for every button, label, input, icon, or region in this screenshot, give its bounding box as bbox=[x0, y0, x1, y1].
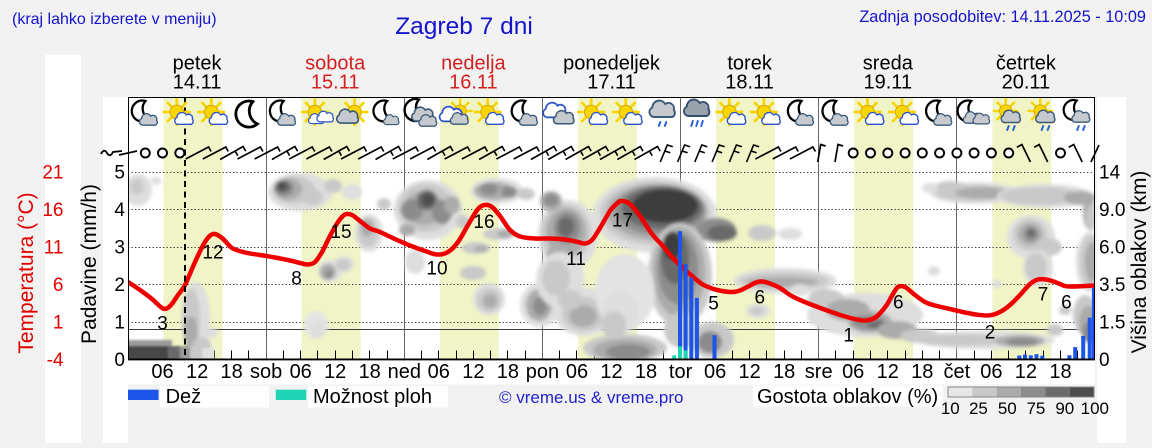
svg-text:Zagreb 7 dni: Zagreb 7 dni bbox=[395, 13, 533, 40]
svg-text:18: 18 bbox=[1049, 361, 1071, 383]
svg-text:16.11: 16.11 bbox=[449, 72, 498, 94]
svg-text:90: 90 bbox=[1055, 399, 1074, 418]
svg-text:petek: petek bbox=[173, 53, 223, 75]
svg-text:3.5: 3.5 bbox=[1099, 275, 1125, 296]
svg-text:Gostota oblakov (%): Gostota oblakov (%) bbox=[757, 386, 938, 408]
svg-text:06: 06 bbox=[428, 361, 450, 383]
svg-text:6.0: 6.0 bbox=[1099, 238, 1125, 259]
svg-text:12: 12 bbox=[738, 361, 760, 383]
svg-text:12: 12 bbox=[877, 361, 899, 383]
svg-text:pon: pon bbox=[526, 361, 559, 383]
svg-text:12: 12 bbox=[186, 361, 208, 383]
svg-text:25: 25 bbox=[969, 399, 988, 418]
svg-text:9.0: 9.0 bbox=[1099, 200, 1125, 221]
svg-text:6: 6 bbox=[755, 288, 766, 309]
svg-text:100: 100 bbox=[1081, 399, 1109, 418]
svg-text:3: 3 bbox=[157, 314, 168, 335]
svg-text:12: 12 bbox=[324, 361, 346, 383]
svg-text:17: 17 bbox=[612, 210, 633, 231]
svg-text:2: 2 bbox=[114, 275, 125, 296]
svg-text:12: 12 bbox=[600, 361, 622, 383]
svg-text:Možnost ploh: Možnost ploh bbox=[313, 386, 432, 408]
svg-text:čet: čet bbox=[944, 361, 971, 383]
svg-text:06: 06 bbox=[842, 361, 864, 383]
svg-text:Dež: Dež bbox=[166, 386, 202, 408]
svg-text:8: 8 bbox=[291, 269, 302, 290]
svg-text:06: 06 bbox=[290, 361, 312, 383]
svg-text:6: 6 bbox=[53, 275, 64, 296]
svg-text:5: 5 bbox=[708, 294, 719, 315]
svg-text:1: 1 bbox=[114, 313, 125, 334]
svg-text:18: 18 bbox=[635, 361, 657, 383]
svg-text:06: 06 bbox=[980, 361, 1002, 383]
svg-text:18: 18 bbox=[773, 361, 795, 383]
svg-text:15: 15 bbox=[330, 222, 351, 243]
svg-text:18: 18 bbox=[497, 361, 519, 383]
svg-text:sob: sob bbox=[250, 361, 282, 383]
svg-text:Padavine (mm/h): Padavine (mm/h) bbox=[78, 184, 101, 344]
svg-text:sreda: sreda bbox=[863, 53, 914, 75]
svg-text:06: 06 bbox=[704, 361, 726, 383]
svg-text:15.11: 15.11 bbox=[311, 72, 360, 94]
svg-text:1.5: 1.5 bbox=[1099, 313, 1125, 334]
svg-text:19.11: 19.11 bbox=[864, 72, 913, 94]
svg-text:1: 1 bbox=[843, 326, 854, 347]
svg-text:sre: sre bbox=[805, 361, 833, 383]
svg-text:ponedeljek: ponedeljek bbox=[563, 53, 661, 75]
svg-text:Višina oblakov (km): Višina oblakov (km) bbox=[1128, 171, 1151, 354]
svg-text:12: 12 bbox=[1015, 361, 1037, 383]
svg-text:6: 6 bbox=[1061, 292, 1072, 313]
svg-text:Zadnja posodobitev: 14.11.2025: Zadnja posodobitev: 14.11.2025 - 10:09 bbox=[859, 8, 1146, 26]
svg-text:10: 10 bbox=[426, 259, 447, 280]
svg-text:sobota: sobota bbox=[305, 53, 366, 75]
svg-text:18.11: 18.11 bbox=[725, 72, 774, 94]
svg-text:17.11: 17.11 bbox=[587, 72, 636, 94]
svg-text:11: 11 bbox=[44, 238, 64, 259]
svg-text:75: 75 bbox=[1026, 399, 1045, 418]
svg-text:0: 0 bbox=[114, 350, 125, 371]
svg-text:06: 06 bbox=[566, 361, 588, 383]
svg-text:0: 0 bbox=[1099, 350, 1110, 371]
svg-text:21: 21 bbox=[42, 163, 63, 184]
svg-text:7: 7 bbox=[1038, 285, 1049, 306]
svg-text:© vreme.us & vreme.pro: © vreme.us & vreme.pro bbox=[499, 388, 683, 407]
svg-text:četrtek: četrtek bbox=[996, 53, 1057, 75]
svg-text:6: 6 bbox=[893, 292, 904, 313]
svg-text:12: 12 bbox=[462, 361, 484, 383]
svg-text:10: 10 bbox=[941, 399, 960, 418]
svg-text:50: 50 bbox=[998, 399, 1017, 418]
svg-text:-4: -4 bbox=[47, 350, 64, 371]
svg-text:4: 4 bbox=[114, 200, 125, 221]
svg-text:tor: tor bbox=[669, 361, 693, 383]
svg-text:nedelja: nedelja bbox=[441, 53, 506, 75]
svg-text:Temperatura (°C): Temperatura (°C) bbox=[15, 192, 38, 353]
svg-text:20.11: 20.11 bbox=[1002, 72, 1051, 94]
svg-text:torek: torek bbox=[727, 53, 772, 75]
svg-text:16: 16 bbox=[42, 200, 63, 221]
svg-text:18: 18 bbox=[911, 361, 933, 383]
svg-text:3: 3 bbox=[114, 238, 125, 259]
svg-text:18: 18 bbox=[220, 361, 242, 383]
svg-text:2: 2 bbox=[985, 322, 996, 343]
svg-text:12: 12 bbox=[202, 243, 223, 264]
svg-text:16: 16 bbox=[473, 212, 494, 233]
svg-text:11: 11 bbox=[566, 249, 586, 270]
svg-text:(kraj lahko izberete v meniju): (kraj lahko izberete v meniju) bbox=[12, 11, 217, 28]
svg-text:18: 18 bbox=[359, 361, 381, 383]
svg-text:14.11: 14.11 bbox=[173, 72, 222, 94]
svg-text:1: 1 bbox=[53, 313, 64, 334]
svg-text:06: 06 bbox=[151, 361, 173, 383]
svg-text:14: 14 bbox=[1099, 163, 1121, 184]
svg-text:5: 5 bbox=[114, 163, 125, 184]
svg-text:ned: ned bbox=[388, 361, 421, 383]
